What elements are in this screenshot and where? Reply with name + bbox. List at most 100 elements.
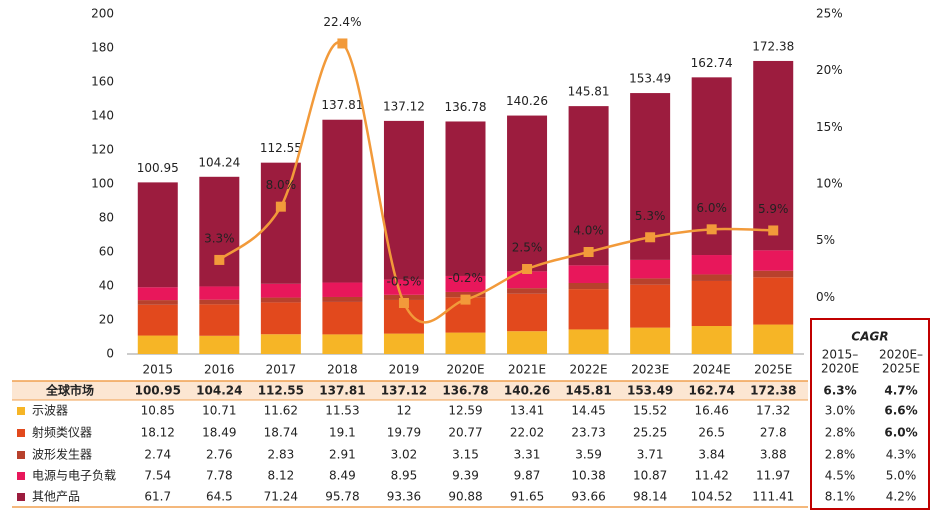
table-cell: 3.88 [760, 448, 787, 462]
bar-segment [753, 277, 794, 325]
total-label: 136.78 [445, 100, 487, 114]
table-cell: 12.59 [448, 404, 482, 418]
cagr-cell: 8.1% [825, 490, 856, 504]
cagr-cell: 6.6% [884, 404, 917, 418]
table-cell: 20.77 [448, 426, 482, 440]
table-row-label: 电源与电子负载 [32, 469, 116, 483]
table-cell: 22.02 [510, 426, 544, 440]
bar-segment [260, 302, 301, 335]
table-row-label: 其他产品 [32, 490, 80, 504]
total-label: 137.12 [383, 99, 425, 113]
table-row-label: 全球市场 [45, 383, 94, 398]
table-cell: 8.95 [391, 469, 418, 483]
bar-segment [322, 301, 363, 335]
y-tick-label: 140 [91, 109, 114, 123]
table-cell: 3.84 [698, 448, 725, 462]
y2-tick-label: 25% [816, 7, 843, 21]
table-cell: 18.74 [264, 426, 298, 440]
table-cell: 61.7 [144, 490, 171, 504]
x-tick-label: 2023E [631, 363, 669, 377]
growth-marker [522, 264, 533, 274]
x-tick-label: 2015 [142, 363, 173, 377]
cagr-header: 2020E [821, 362, 859, 376]
total-label: 104.24 [198, 155, 240, 169]
x-tick-label: 2020E [446, 363, 484, 377]
x-tick-label: 2018 [327, 363, 358, 377]
table-cell: 91.65 [510, 490, 544, 504]
total-label: 100.95 [137, 161, 179, 175]
table-cell: 11.53 [325, 404, 359, 418]
legend-swatch [17, 451, 25, 459]
bar-segment [753, 250, 794, 271]
legend-swatch [17, 493, 25, 501]
growth-marker [706, 224, 717, 235]
bar-segment [199, 286, 240, 300]
y2-tick-label: 5% [816, 233, 835, 247]
table-cell: 2.83 [268, 448, 295, 462]
table-cell: 2.76 [206, 448, 233, 462]
table-cell: 90.88 [448, 490, 482, 504]
bar-segment [568, 106, 609, 266]
total-label: 172.38 [752, 39, 794, 53]
growth-marker [583, 247, 594, 257]
table-total: 140.26 [504, 384, 550, 398]
table-total: 112.55 [258, 384, 304, 398]
cagr-cell: 6.0% [884, 426, 917, 440]
table-cell: 19.79 [387, 426, 421, 440]
table-cell: 2.74 [144, 448, 171, 462]
table-cell: 15.52 [633, 404, 667, 418]
growth-line [218, 41, 774, 324]
bar-segment [260, 162, 301, 284]
growth-label: 2.5% [512, 241, 543, 255]
table-cell: 13.41 [510, 404, 544, 418]
table-cell: 25.25 [633, 426, 667, 440]
y-tick-label: 20 [99, 313, 114, 327]
growth-marker [214, 254, 225, 265]
bar-segment [691, 274, 732, 281]
growth-marker [768, 225, 779, 236]
y2-tick-label: 20% [816, 63, 843, 77]
bar-segment [507, 331, 548, 354]
bar-segment [568, 265, 609, 283]
bar-segment [322, 119, 363, 283]
y-tick-label: 0 [106, 347, 114, 361]
bar-segment [630, 259, 671, 279]
cagr-box [810, 318, 930, 510]
legend-swatch [17, 472, 25, 480]
bar-segment [383, 294, 424, 300]
legend-swatch [17, 429, 25, 437]
table-cell: 11.42 [695, 469, 729, 483]
growth-label: -0.5% [387, 275, 422, 289]
bar-segment [322, 334, 363, 354]
table-cell: 23.73 [571, 426, 605, 440]
bar-segment [507, 271, 548, 289]
bar-segment [691, 255, 732, 275]
table-cell: 18.49 [202, 426, 236, 440]
table-total: 172.38 [750, 384, 796, 398]
growth-marker [645, 232, 656, 243]
table-cell: 95.78 [325, 490, 359, 504]
table-cell: 3.15 [452, 448, 479, 462]
table-row-label: 波形发生器 [32, 447, 92, 462]
bar-segment [691, 326, 732, 354]
table-cell: 93.36 [387, 490, 421, 504]
table-cell: 19.1 [329, 426, 356, 440]
bar-segment [507, 288, 548, 294]
bar-segment [137, 182, 178, 288]
y-tick-label: 100 [91, 177, 114, 191]
x-tick-label: 2025E [754, 363, 792, 377]
bar-segment [445, 121, 486, 276]
table-total: 137.81 [319, 384, 365, 398]
growth-label: 8.0% [266, 178, 297, 192]
total-row-bg [12, 381, 808, 400]
cagr-header: 2025E [882, 362, 920, 376]
total-label: 140.26 [506, 94, 548, 108]
x-tick-label: 2022E [570, 363, 608, 377]
y-tick-label: 40 [99, 279, 114, 293]
bar-segment [753, 324, 794, 354]
table-total: 137.12 [381, 384, 427, 398]
bar-segment [199, 304, 240, 336]
bar-segment [630, 327, 671, 354]
table-row-label: 射频类仪器 [32, 425, 92, 440]
